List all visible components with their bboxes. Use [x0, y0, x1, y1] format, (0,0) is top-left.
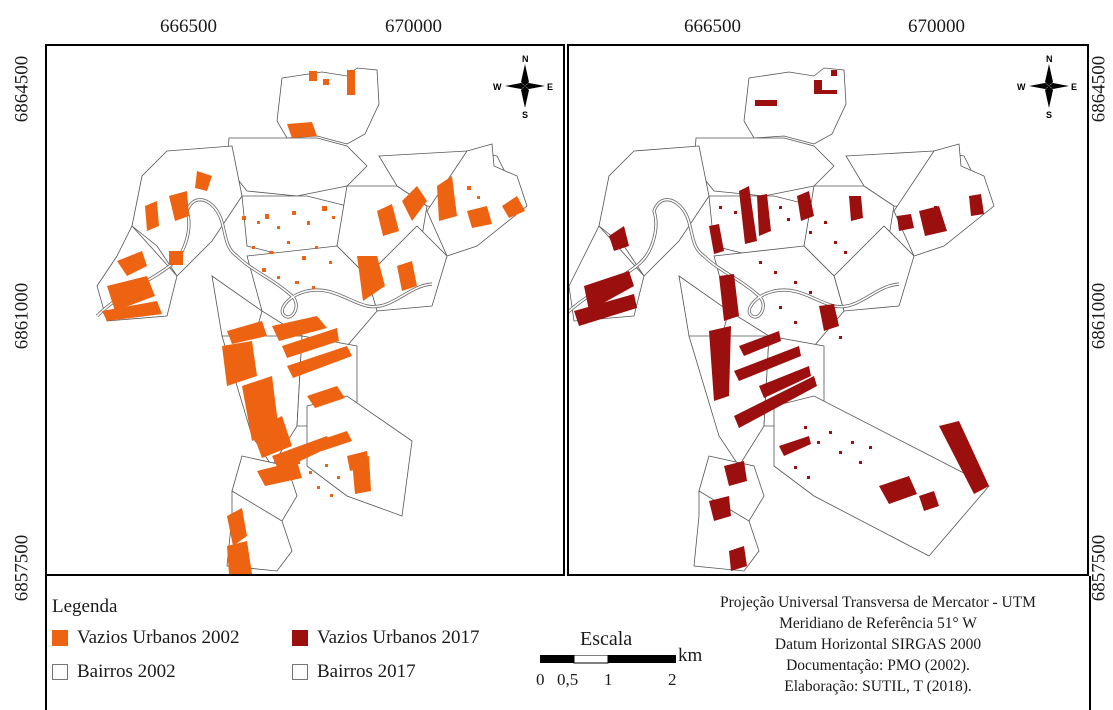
legend-swatch-districts-2017 — [292, 664, 308, 680]
northing-tick-left-2: 6861000 — [11, 282, 33, 350]
northing-tick-right-3: 6857500 — [1088, 534, 1110, 602]
map-panel-2017: N S E W — [567, 44, 1089, 576]
compass-w-label: W — [493, 82, 502, 92]
legend-box — [45, 576, 1091, 710]
legend-item-districts-2002: Bairros 2002 — [52, 661, 176, 683]
compass-n-label: N — [1046, 54, 1053, 64]
legend-title: Legenda — [52, 596, 118, 617]
easting-tick-right-1: 666500 — [684, 16, 741, 37]
legend-swatch-voids-2017 — [292, 630, 308, 646]
urban-voids-2017 — [574, 70, 989, 571]
compass-e-label: E — [1071, 82, 1077, 92]
easting-tick-left-1: 666500 — [160, 16, 217, 37]
compass-s-label: S — [1046, 110, 1052, 120]
north-arrow-2017: N S E W — [1017, 54, 1077, 120]
meridian-text: Meridiano de Referência 51° W — [779, 615, 977, 632]
scale-label-2: 2 — [668, 670, 677, 689]
legend-label-voids-2002: Vazios Urbanos 2002 — [77, 627, 240, 648]
authorship-text: Elaboração: SUTIL, T (2018). — [784, 678, 972, 695]
northing-tick-right-1: 6864500 — [1088, 55, 1110, 123]
legend-swatch-voids-2002 — [52, 630, 68, 646]
urban-voids-2002-small — [242, 186, 480, 497]
compass-e-label: E — [547, 82, 553, 92]
legend-label-voids-2017: Vazios Urbanos 2017 — [317, 627, 480, 648]
scale-title: Escala — [580, 628, 633, 650]
legend-item-voids-2017: Vazios Urbanos 2017 — [292, 627, 480, 649]
projection-text: Projeção Universal Transversa de Mercato… — [720, 594, 1036, 611]
compass-w-label: W — [1017, 82, 1026, 92]
compass-n-label: N — [522, 54, 529, 64]
legend-item-districts-2017: Bairros 2017 — [292, 661, 416, 683]
documentation-text: Documentação: PMO (2002). — [786, 657, 970, 674]
easting-tick-left-2: 670000 — [385, 16, 442, 37]
legend-swatch-districts-2002 — [52, 664, 68, 680]
map-panel-2002: N S E W — [45, 44, 565, 576]
legend-label-districts-2017: Bairros 2017 — [317, 661, 416, 682]
north-arrow-2002: N S E W — [493, 54, 553, 120]
compass-s-label: S — [522, 110, 528, 120]
northing-tick-left-1: 6864500 — [11, 55, 33, 123]
scale-unit: km — [678, 645, 703, 666]
northing-tick-left-3: 6857500 — [11, 534, 33, 602]
urban-voids-2017-small — [719, 206, 937, 479]
map-2002: N S E W — [95, 54, 553, 574]
scale-bar — [540, 655, 676, 664]
legend-label-districts-2002: Bairros 2002 — [77, 661, 176, 682]
map-2017: N S E W — [569, 54, 1077, 572]
northing-tick-right-2: 6861000 — [1088, 282, 1110, 350]
easting-tick-right-2: 670000 — [908, 16, 965, 37]
map-metadata: Projeção Universal Transversa de Mercato… — [676, 592, 1080, 697]
datum-text: Datum Horizontal SIRGAS 2000 — [774, 636, 982, 653]
urban-voids-2002 — [102, 70, 525, 574]
scale-label-0: 0 — [536, 670, 545, 689]
legend-item-voids-2002: Vazios Urbanos 2002 — [52, 627, 240, 649]
scale-label-0-5: 0,5 — [557, 670, 579, 689]
scale-label-1: 1 — [604, 670, 613, 689]
